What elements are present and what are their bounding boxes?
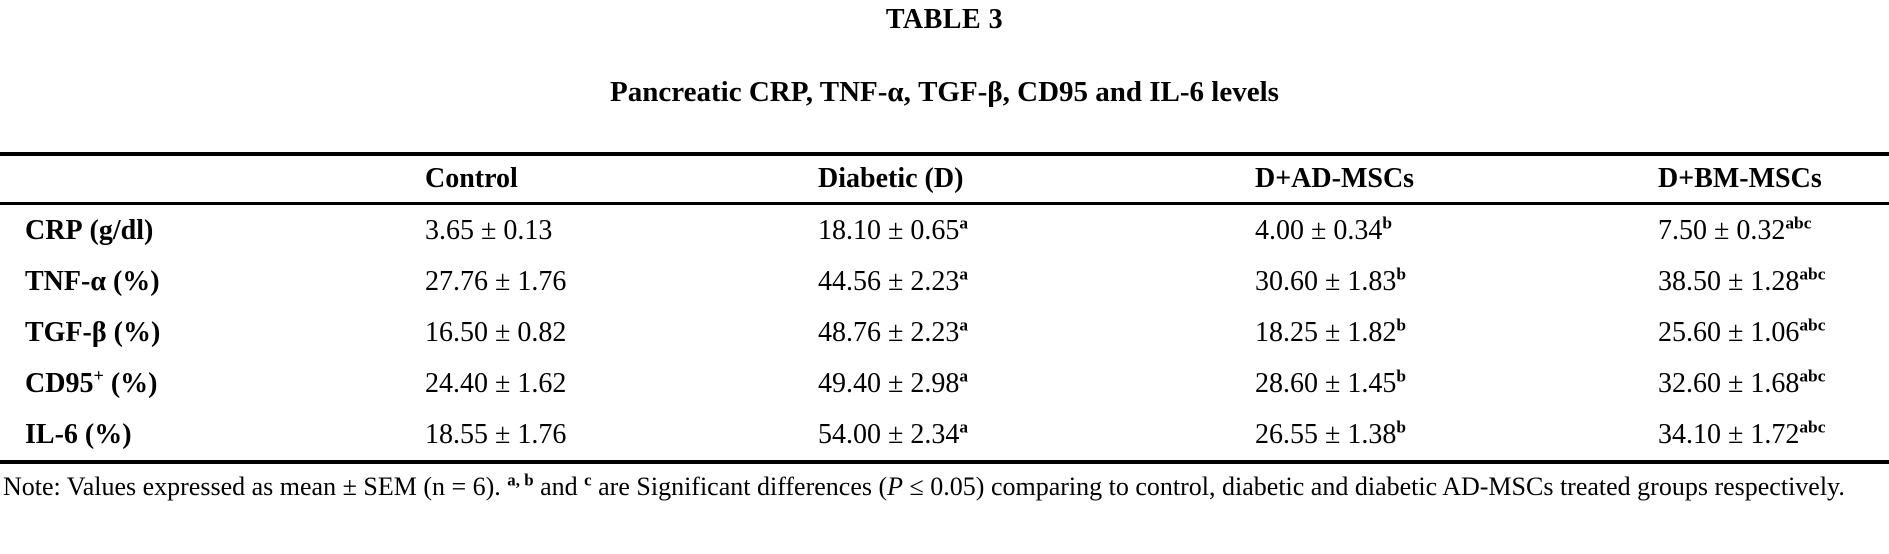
data-cell: 7.50 ± 0.32abc xyxy=(1658,213,1812,246)
row-label-cd95: CD95+ (%) xyxy=(25,365,158,399)
data-cell: 27.76 ± 1.76 xyxy=(425,265,567,297)
table-row-il6: IL-6 (%) 18.55 ± 1.76 54.00 ± 2.34a 26.5… xyxy=(0,409,1889,462)
data-cell: 24.40 ± 1.62 xyxy=(425,367,567,399)
row-label-il6: IL-6 (%) xyxy=(25,418,132,450)
data-cell: 34.10 ± 1.72abc xyxy=(1658,417,1826,450)
table-footnote: Note: Values expressed as mean ± SEM (n … xyxy=(3,470,1845,501)
results-table: Control Diabetic (D) D+AD-MSCs D+BM-MSCs… xyxy=(0,152,1889,464)
column-header-ad-mscs: D+AD-MSCs xyxy=(1255,163,1415,194)
header-row: Control Diabetic (D) D+AD-MSCs D+BM-MSCs xyxy=(0,154,1889,204)
data-cell: 28.60 ± 1.45b xyxy=(1255,366,1407,399)
column-header-control: Control xyxy=(425,163,518,194)
data-cell: 26.55 ± 1.38b xyxy=(1255,417,1407,450)
column-header-diabetic: Diabetic (D) xyxy=(818,163,964,194)
row-label-tgf: TGF-β (%) xyxy=(25,316,161,348)
data-cell: 3.65 ± 0.13 xyxy=(425,214,553,246)
header-empty-cell xyxy=(0,154,425,204)
data-cell: 18.25 ± 1.82b xyxy=(1255,315,1407,348)
data-cell: 18.10 ± 0.65a xyxy=(818,213,969,246)
data-cell: 18.55 ± 1.76 xyxy=(425,418,567,450)
row-label-crp: CRP (g/dl) xyxy=(25,214,154,246)
table-number-label: TABLE 3 xyxy=(885,4,1004,35)
column-header-bm-mscs: D+BM-MSCs xyxy=(1658,163,1822,194)
table-row-crp: CRP (g/dl) 3.65 ± 0.13 18.10 ± 0.65a 4.0… xyxy=(0,204,1889,257)
data-cell: 44.56 ± 2.23a xyxy=(818,264,969,297)
data-cell: 30.60 ± 1.83b xyxy=(1255,264,1407,297)
table-row-tgf: TGF-β (%) 16.50 ± 0.82 48.76 ± 2.23a 18.… xyxy=(0,307,1889,358)
data-cell: 48.76 ± 2.23a xyxy=(818,315,969,348)
table-row-cd95: CD95+ (%) 24.40 ± 1.62 49.40 ± 2.98a 28.… xyxy=(0,358,1889,409)
table-row-tnf: TNF-α (%) 27.76 ± 1.76 44.56 ± 2.23a 30.… xyxy=(0,256,1889,307)
data-cell: 38.50 ± 1.28abc xyxy=(1658,264,1826,297)
data-cell: 4.00 ± 0.34b xyxy=(1255,213,1393,246)
data-cell: 49.40 ± 2.98a xyxy=(818,366,969,399)
table-title: Pancreatic CRP, TNF-α, TGF-β, CD95 and I… xyxy=(610,76,1279,108)
data-cell: 54.00 ± 2.34a xyxy=(818,417,969,450)
data-cell: 25.60 ± 1.06abc xyxy=(1658,315,1826,348)
data-cell: 16.50 ± 0.82 xyxy=(425,316,567,348)
data-cell: 32.60 ± 1.68abc xyxy=(1658,366,1826,399)
row-label-tnf: TNF-α (%) xyxy=(25,265,160,297)
